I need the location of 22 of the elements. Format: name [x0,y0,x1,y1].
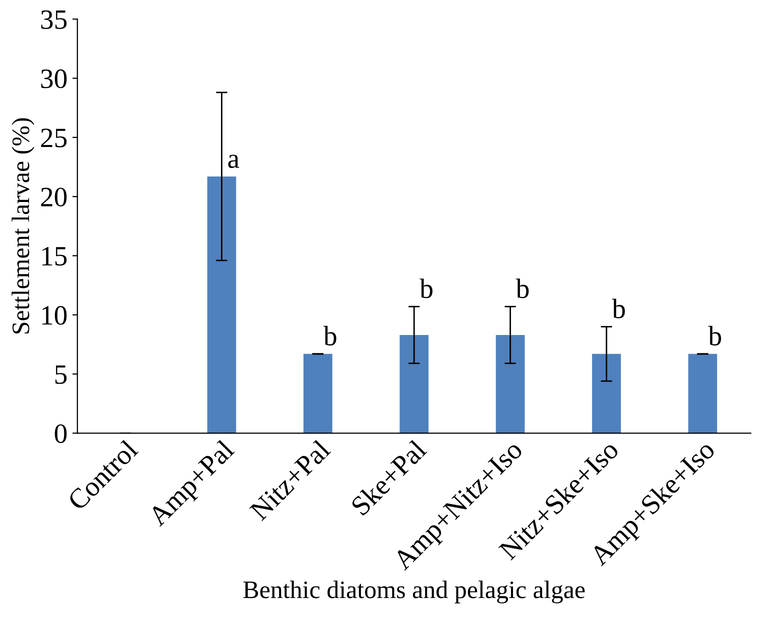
y-tick-label: 10 [42,306,67,325]
x-axis-title: Benthic diatoms and pelagic algae [243,580,585,604]
y-tick-label: 5 [55,365,67,384]
bar [592,354,621,434]
annotation: b [612,298,625,318]
y-tick-label: 20 [41,188,67,206]
annotation: b [323,326,336,346]
y-axis-title: Settlement larvae (%) [12,118,34,334]
bar [207,176,236,434]
bar [496,334,525,434]
annotation: a [228,154,240,168]
y-tick-label: 30 [41,69,67,88]
annotation: b [516,278,529,298]
y-tick-label: 25 [41,128,67,148]
y-tick-label: 35 [41,10,67,30]
annotation: b [420,278,432,298]
y-tick-label: 15 [42,247,67,266]
bar [303,354,332,434]
annotation: b [708,326,722,346]
bar [400,334,429,434]
y-tick-label: 0 [54,424,67,444]
bar [688,354,718,434]
